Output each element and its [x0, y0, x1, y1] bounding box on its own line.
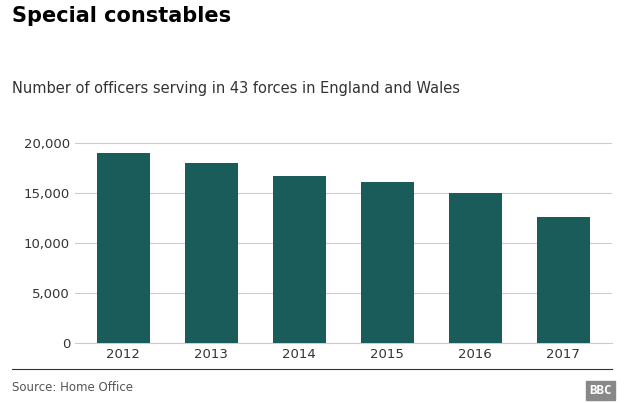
- Bar: [361, 182, 414, 343]
- Bar: [185, 163, 238, 343]
- Text: Source: Home Office: Source: Home Office: [12, 381, 134, 394]
- Bar: [273, 176, 326, 343]
- Bar: [97, 153, 150, 343]
- Bar: [449, 193, 502, 343]
- Text: BBC: BBC: [589, 384, 612, 397]
- Text: Number of officers serving in 43 forces in England and Wales: Number of officers serving in 43 forces …: [12, 81, 461, 96]
- Text: Special constables: Special constables: [12, 6, 232, 26]
- Bar: [537, 217, 590, 343]
